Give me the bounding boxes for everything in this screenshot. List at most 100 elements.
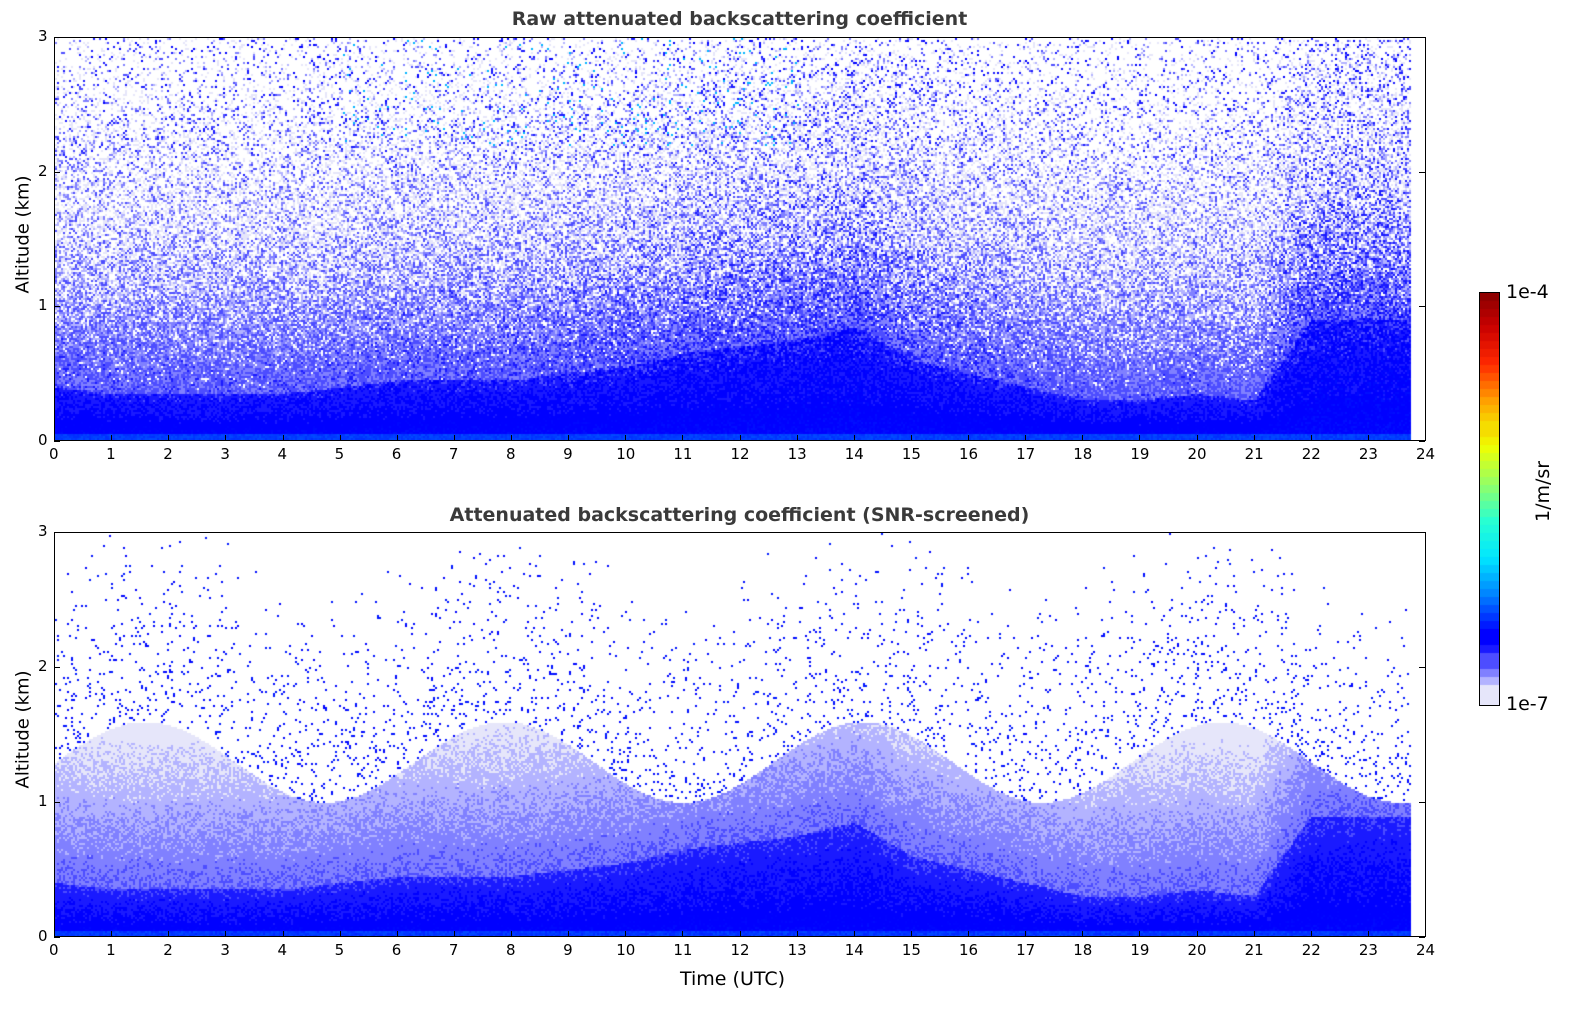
y-tick-mark [54,802,60,803]
x-axis-label: Time (UTC) [680,968,786,990]
y-tick-mark-right [1419,306,1425,308]
x-tick-label: 5 [334,445,345,463]
y-tick-label: 1 [38,792,48,810]
x-tick-mark [453,931,455,937]
x-tick-mark [910,931,912,937]
x-tick-mark [1253,435,1255,441]
x-tick-label: 20 [1187,445,1207,463]
top-heatmap [54,37,1426,441]
x-tick-label: 6 [391,941,402,959]
x-tick-mark [1425,435,1426,441]
y-tick-label: 2 [38,657,48,675]
x-tick-label: 3 [220,445,230,463]
x-tick-mark [625,931,627,937]
y-tick-mark [54,532,60,533]
x-tick-label: 11 [673,445,693,463]
x-tick-mark [796,931,798,937]
x-tick-label: 7 [448,941,459,959]
x-tick-label: 10 [616,445,636,463]
x-tick-label: 13 [787,941,807,959]
y-tick-mark [54,171,60,173]
x-tick-mark [1367,435,1369,441]
x-tick-label: 15 [901,941,921,959]
x-tick-label: 21 [1244,941,1264,959]
x-tick-label: 19 [1130,941,1150,959]
y-tick-mark-right [1419,441,1425,442]
x-tick-label: 21 [1244,445,1264,463]
x-tick-label: 5 [334,941,345,959]
x-tick-label: 0 [49,941,59,959]
y-tick-mark-right [1419,802,1425,803]
x-tick-mark [1025,435,1027,441]
x-tick-mark [111,931,113,937]
x-tick-label: 14 [844,445,864,463]
x-tick-mark [54,931,55,937]
x-tick-label: 2 [163,445,173,463]
x-tick-mark [1139,931,1141,937]
x-tick-label: 24 [1416,941,1436,959]
y-tick-mark [54,441,60,442]
x-tick-mark [396,931,398,937]
x-tick-mark [339,931,341,937]
x-tick-mark [1253,931,1255,937]
x-tick-label: 23 [1358,941,1378,959]
x-tick-label: 24 [1416,445,1436,463]
x-tick-label: 7 [448,445,459,463]
x-tick-mark [282,435,284,441]
x-tick-label: 22 [1301,445,1321,463]
x-tick-mark [282,931,284,937]
x-tick-label: 3 [220,941,230,959]
x-tick-label: 4 [277,445,288,463]
x-tick-mark [968,435,969,441]
x-tick-mark [225,931,227,937]
x-tick-mark [453,435,455,441]
x-tick-mark [111,435,113,441]
x-tick-mark [1082,435,1084,441]
y-tick-mark-right [1419,667,1425,668]
x-tick-label: 12 [730,941,750,959]
x-tick-mark [1025,931,1027,937]
x-tick-label: 17 [1016,445,1036,463]
y-tick-mark [54,937,60,938]
top-y-axis-label: Altitude (km) [12,175,34,294]
x-tick-label: 1 [106,941,116,959]
x-tick-label: 8 [506,941,516,959]
x-tick-label: 9 [563,941,573,959]
top-plot-title: Raw attenuated backscattering coefficien… [511,8,968,30]
colorbar [1479,292,1500,706]
colorbar-unit-label: 1/m/sr [1532,460,1554,522]
x-tick-mark [54,435,55,441]
x-tick-mark [853,931,855,937]
x-tick-mark [1367,931,1369,937]
x-tick-mark [168,931,170,937]
y-tick-label: 2 [38,161,48,180]
x-tick-mark [511,435,512,441]
x-tick-mark [1082,931,1084,937]
x-tick-label: 16 [959,445,979,463]
x-tick-label: 8 [506,445,516,463]
bottom-heatmap [54,532,1426,937]
x-tick-label: 11 [673,941,693,959]
x-tick-mark [225,435,227,441]
bottom-y-axis-label: Altitude (km) [12,670,34,789]
x-tick-mark [1310,435,1312,441]
x-tick-mark [910,435,912,441]
x-tick-label: 23 [1358,445,1378,463]
x-tick-label: 6 [391,445,402,463]
x-tick-label: 17 [1016,941,1036,959]
y-tick-label: 1 [38,296,48,315]
y-tick-mark-right [1419,937,1425,938]
x-tick-label: 15 [901,445,921,463]
x-tick-label: 22 [1301,941,1321,959]
y-tick-mark-right [1419,37,1425,38]
x-tick-mark [1310,931,1312,937]
y-tick-mark [54,306,60,308]
y-tick-mark-right [1419,532,1425,533]
x-tick-label: 20 [1187,941,1207,959]
x-tick-mark [396,435,398,441]
x-tick-mark [568,435,570,441]
x-tick-label: 16 [959,941,979,959]
x-tick-mark [739,931,741,937]
x-tick-label: 19 [1130,445,1150,463]
